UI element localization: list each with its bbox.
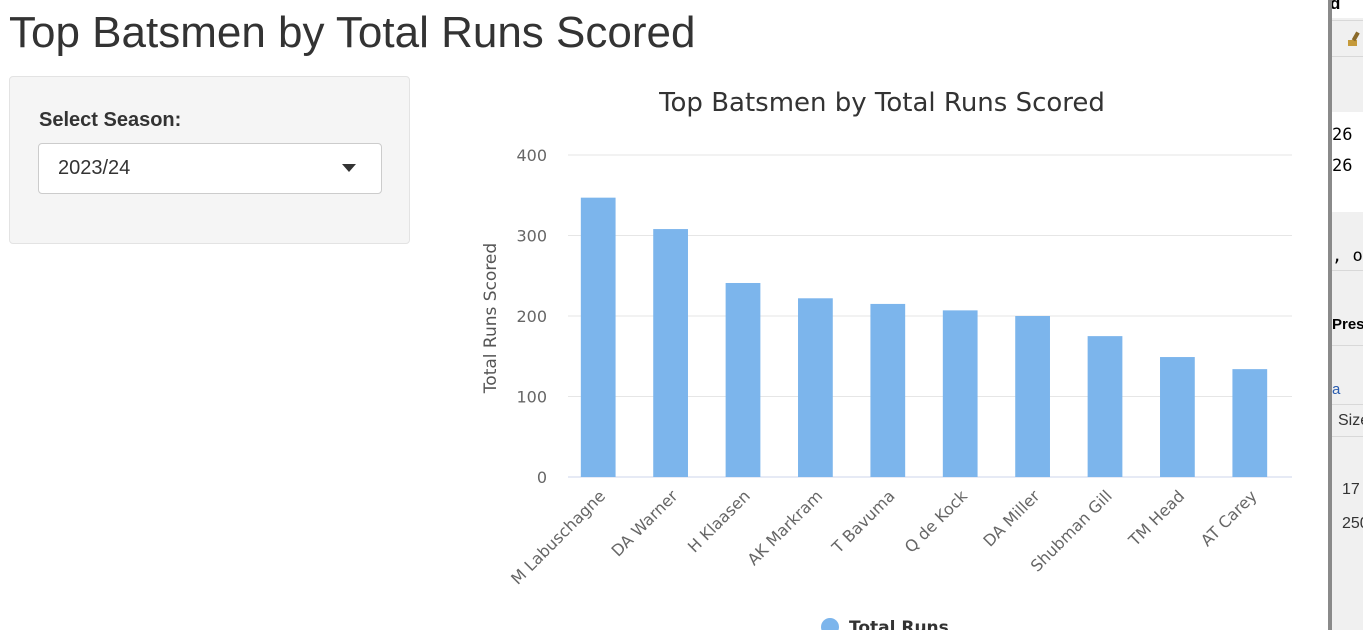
caret-down-icon[interactable] [342, 164, 356, 172]
y-tick-label: 400 [516, 146, 547, 165]
bar [798, 298, 833, 477]
x-tick-label: TM Head [1124, 486, 1188, 550]
rp-item-6[interactable]: a [1332, 381, 1341, 398]
x-tick-label: M Labuschagne [507, 486, 609, 588]
bar [653, 229, 688, 477]
x-tick-label: T Bavuma [827, 486, 898, 557]
x-tick-label: DA Warner [608, 486, 682, 560]
y-axis-title: Total Runs Scored [481, 243, 501, 394]
season-select-value: 2023/24 [58, 157, 131, 179]
x-tick-label: H Klaasen [684, 486, 754, 556]
season-label: Select Season: [39, 109, 182, 131]
bar [870, 303, 906, 477]
rp-item-8: 17 [1342, 481, 1360, 498]
rp-item-3: 26 [1332, 156, 1353, 176]
bar [725, 282, 761, 477]
rp-divider [1332, 56, 1363, 57]
right-side-panel: d 26 26 , o Pres a Size 17 250 [1328, 0, 1363, 630]
bar [1015, 316, 1050, 477]
y-tick-label: 300 [516, 227, 547, 246]
rp-divider [1332, 270, 1363, 271]
rp-item-4: , o [1332, 246, 1363, 266]
y-tick-label: 100 [516, 388, 547, 407]
bar [1232, 369, 1268, 477]
legend-label: Total Runs [849, 618, 949, 630]
rp-item-9: 250 [1342, 515, 1363, 532]
x-tick-label: AT Carey [1197, 486, 1261, 550]
season-select[interactable]: 2023/24 [38, 143, 382, 194]
rp-item-1: d [1330, 0, 1341, 13]
y-tick-label: 0 [537, 468, 547, 487]
bar [580, 197, 616, 477]
rp-item-7[interactable]: Size [1338, 412, 1363, 429]
rp-top-strip [1332, 0, 1363, 18]
chart-area: Top Batsmen by Total Runs Scored 0 100 200 3… [440, 76, 1320, 630]
rp-divider [1332, 404, 1363, 405]
legend-marker [821, 618, 839, 630]
rp-divider [1332, 436, 1363, 437]
x-tick-label: AK Markram [744, 486, 827, 569]
sidebar-panel: Select Season: 2023/24 [9, 76, 410, 244]
chart-title: Top Batsmen by Total Runs Scored [658, 88, 1105, 118]
brush-icon[interactable] [1346, 30, 1362, 48]
rp-item-2: 26 [1332, 125, 1353, 145]
bar [1160, 357, 1195, 477]
rp-divider [1332, 20, 1363, 21]
x-tick-label: DA Miller [979, 486, 1043, 550]
rp-item-5[interactable]: Pres [1332, 316, 1363, 333]
bar-chart: Top Batsmen by Total Runs Scored 0 100 200 3… [481, 88, 1292, 630]
page-title: Top Batsmen by Total Runs Scored [9, 8, 696, 57]
x-tick-label: Q de Kock [901, 486, 972, 557]
bar [942, 310, 978, 477]
bar [1087, 336, 1123, 477]
rp-code-area [1332, 112, 1363, 212]
y-tick-label: 200 [516, 307, 547, 326]
rp-divider [1332, 345, 1363, 346]
